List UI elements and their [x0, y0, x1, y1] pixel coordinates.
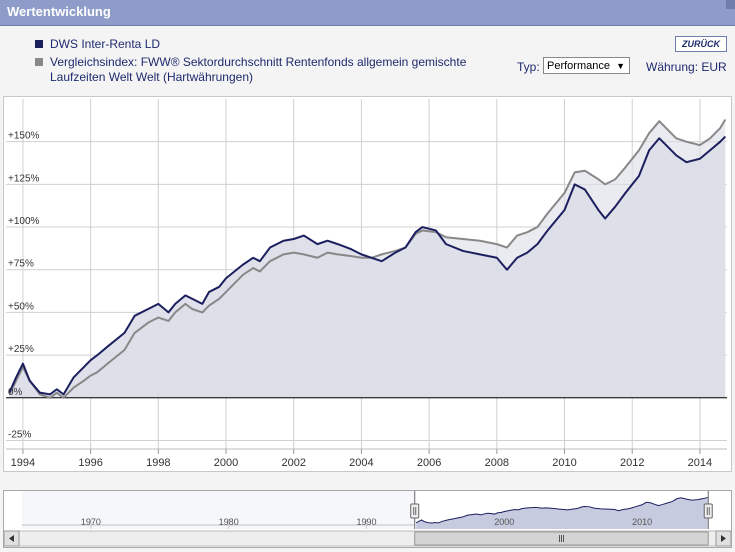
type-select-value: Performance: [547, 60, 610, 72]
x-tick-label: 1994: [11, 457, 35, 469]
navigator-line: [415, 497, 708, 524]
y-tick-label: +75%: [8, 259, 34, 270]
navigator-chart: 1970 1980 1990 2000 2010: [3, 491, 732, 547]
range-navigator[interactable]: 1970 1980 1990 2000 2010: [3, 490, 732, 548]
y-tick-label: +25%: [8, 344, 34, 355]
series-line-0: [8, 135, 727, 396]
x-tick-label: 2004: [349, 457, 373, 469]
x-tick-label: 1998: [146, 457, 170, 469]
chart-legend: DWS Inter-Renta LD Vergleichsindex: FWW®…: [35, 37, 495, 88]
x-tick-label: 1996: [78, 457, 102, 469]
y-tick-label: -25%: [8, 429, 31, 440]
x-tick-label: 2000: [214, 457, 238, 469]
legend-swatch-index: [35, 58, 43, 66]
type-label: Typ:: [517, 60, 540, 74]
x-tick-label: 2006: [417, 457, 441, 469]
navigator-tick-label: 1990: [356, 517, 376, 527]
y-tick-label: +100%: [8, 216, 40, 227]
legend-label-fund: DWS Inter-Renta LD: [50, 37, 161, 51]
series-line-1: [8, 118, 727, 399]
navigator-handle-left[interactable]: [410, 503, 420, 519]
legend-item-fund[interactable]: DWS Inter-Renta LD: [35, 37, 495, 52]
navigator-area: [416, 497, 708, 529]
x-tick-label: 2014: [688, 457, 712, 469]
legend-label-index: Vergleichsindex: FWW® Sektordurchschnitt…: [50, 55, 467, 84]
performance-chart: -25% 0% +25% +50% +75% +100% +125% +150% 1994 199…: [6, 99, 727, 469]
chevron-left-icon: [9, 535, 14, 542]
chevron-right-icon: [721, 535, 726, 542]
x-tick-label: 2012: [620, 457, 644, 469]
legend-swatch-fund: [35, 40, 43, 48]
page-title: Wertentwicklung: [7, 4, 111, 19]
navigator-tick-label: 1980: [219, 517, 239, 527]
type-select[interactable]: Performance ▼: [543, 57, 630, 74]
y-tick-label: +125%: [8, 173, 40, 184]
y-tick-label: +150%: [8, 131, 40, 142]
navigator-mask: [22, 491, 415, 529]
currency-label: Währung: EUR: [646, 60, 727, 74]
corner-decoration: [726, 0, 735, 9]
navigator-handle-right[interactable]: [703, 503, 713, 519]
back-button[interactable]: ZURÜCK: [675, 36, 727, 52]
x-tick-label: 2010: [552, 457, 576, 469]
navigator-tick-label: 2000: [494, 517, 514, 527]
chart-area: -25% 0% +25% +50% +75% +100% +125% +150% 1994 199…: [3, 96, 732, 472]
legend-item-index[interactable]: Vergleichsindex: FWW® Sektordurchschnitt…: [35, 55, 495, 85]
x-tick-label: 2002: [281, 457, 305, 469]
title-bar: Wertentwicklung: [0, 0, 735, 26]
x-tick-label: 2008: [485, 457, 509, 469]
navigator-tick-label: 1970: [81, 517, 101, 527]
y-tick-label: +50%: [8, 301, 34, 312]
y-tick-label: 0%: [8, 387, 23, 398]
dropdown-arrow-icon: ▼: [616, 61, 625, 71]
navigator-tick-label: 2010: [632, 517, 652, 527]
